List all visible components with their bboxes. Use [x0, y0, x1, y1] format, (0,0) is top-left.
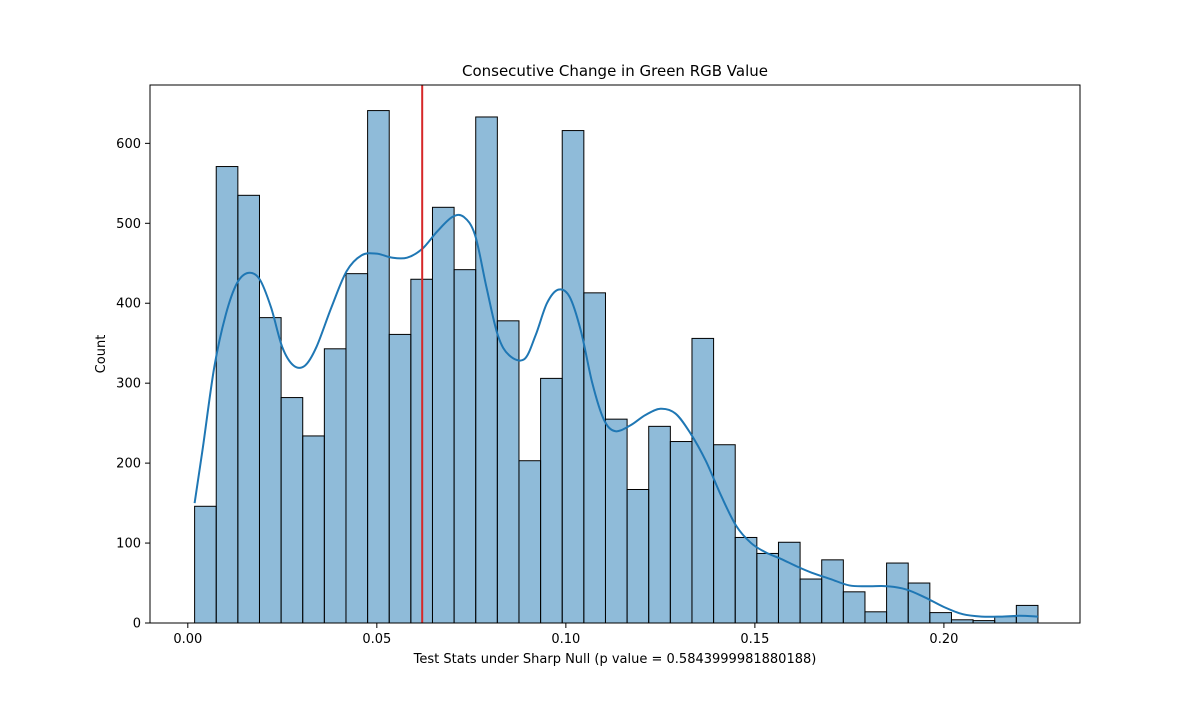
histogram-bar [431, 206, 455, 624]
histogram-bar [540, 377, 563, 624]
x-tick-label: 0.15 [740, 632, 769, 647]
histogram-bar [842, 591, 866, 624]
histogram-bar [864, 611, 888, 624]
histogram-bar [496, 320, 520, 624]
histogram-bar [561, 130, 585, 624]
histogram-bar [475, 116, 498, 624]
x-tick-label: 0.00 [173, 632, 202, 647]
histogram-bar [756, 552, 779, 624]
histogram-bar [734, 536, 758, 624]
histogram-bar [453, 269, 477, 624]
y-axis-label: Count [94, 335, 109, 374]
histogram-bar [280, 397, 304, 624]
histogram-bar [777, 541, 801, 624]
histogram-bar [1015, 604, 1039, 624]
histogram-bar [194, 505, 217, 624]
histogram-bar [237, 194, 260, 624]
histogram-bar [323, 348, 347, 624]
kde-curve [193, 213, 1039, 618]
histogram-bar [821, 559, 844, 624]
x-tick-label: 0.20 [929, 632, 958, 647]
histogram-bars [194, 110, 1039, 624]
y-tick-label: 500 [116, 217, 141, 232]
chart-title: Consecutive Change in Green RGB Value [462, 62, 768, 80]
histogram-bar [907, 582, 931, 624]
histogram-bar [215, 166, 239, 624]
x-tick-label: 0.10 [551, 632, 580, 647]
histogram-bar [929, 612, 952, 624]
histogram-bar [799, 578, 823, 624]
histogram-bar [648, 425, 671, 624]
histogram-bar [691, 337, 715, 624]
y-tick-label: 100 [116, 537, 141, 552]
histogram-bar [713, 444, 736, 624]
y-axis-ticks: 0 100 200 300 400 500 600 [116, 137, 150, 632]
histogram-bar [345, 273, 369, 624]
histogram-bar [886, 562, 909, 624]
histogram-bar [258, 317, 282, 624]
histogram-bar [518, 460, 542, 624]
histogram-bar [604, 418, 628, 624]
x-tick-label: 0.05 [362, 632, 391, 647]
y-tick-label: 0 [133, 617, 141, 632]
kde-layer [193, 213, 1039, 618]
histogram-bar [367, 110, 390, 624]
histogram-bar [626, 488, 650, 624]
histogram-bar [583, 292, 606, 624]
x-axis-label: Test Stats under Sharp Null (p value = 0… [413, 652, 817, 667]
y-tick-label: 200 [116, 457, 141, 472]
y-tick-label: 300 [116, 377, 141, 392]
y-tick-label: 400 [116, 297, 141, 312]
plot-frame [149, 84, 1081, 624]
histogram-bar [388, 333, 412, 624]
x-axis-ticks: 0.00 0.05 0.10 0.15 0.20 [173, 623, 958, 647]
y-tick-label: 600 [116, 137, 141, 152]
histogram-bar [669, 441, 693, 624]
histogram-bar [302, 435, 325, 624]
